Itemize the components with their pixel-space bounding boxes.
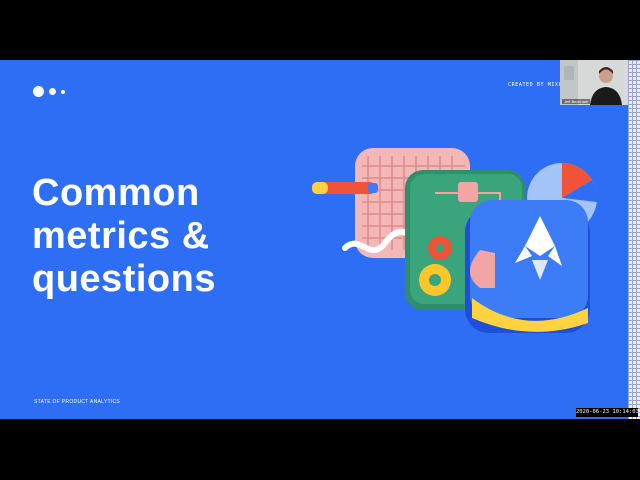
recording-timestamp: 2020-06-23 10:14:03 xyxy=(576,408,639,417)
logo-dot-small xyxy=(61,89,65,94)
rocket-card-illustration xyxy=(465,200,590,333)
participant-video xyxy=(560,60,628,105)
logo-dot-large xyxy=(33,86,44,97)
webcam-thumbnail[interactable]: Jeff Beckham xyxy=(560,60,628,105)
slide-footer: STATE OF PRODUCT ANALYTICS xyxy=(34,399,121,405)
analytics-illustration xyxy=(312,148,598,333)
logo-dot-medium xyxy=(49,88,56,95)
slide-title: Common metrics & questions xyxy=(32,172,216,301)
presentation-slide: CREATED BY MIXPANEL Common metrics & que… xyxy=(0,60,640,419)
mixpanel-logo xyxy=(33,86,65,97)
side-grid-strip xyxy=(628,60,640,419)
slide-title-line-2: metrics & xyxy=(32,215,210,257)
slide-title-line-1: Common xyxy=(32,172,200,214)
pencil-illustration xyxy=(312,182,378,194)
created-by-label: CREATED BY MIXPANEL xyxy=(508,82,577,88)
slide-title-line-3: questions xyxy=(32,258,216,300)
participant-name: Jeff Beckham xyxy=(562,99,591,104)
